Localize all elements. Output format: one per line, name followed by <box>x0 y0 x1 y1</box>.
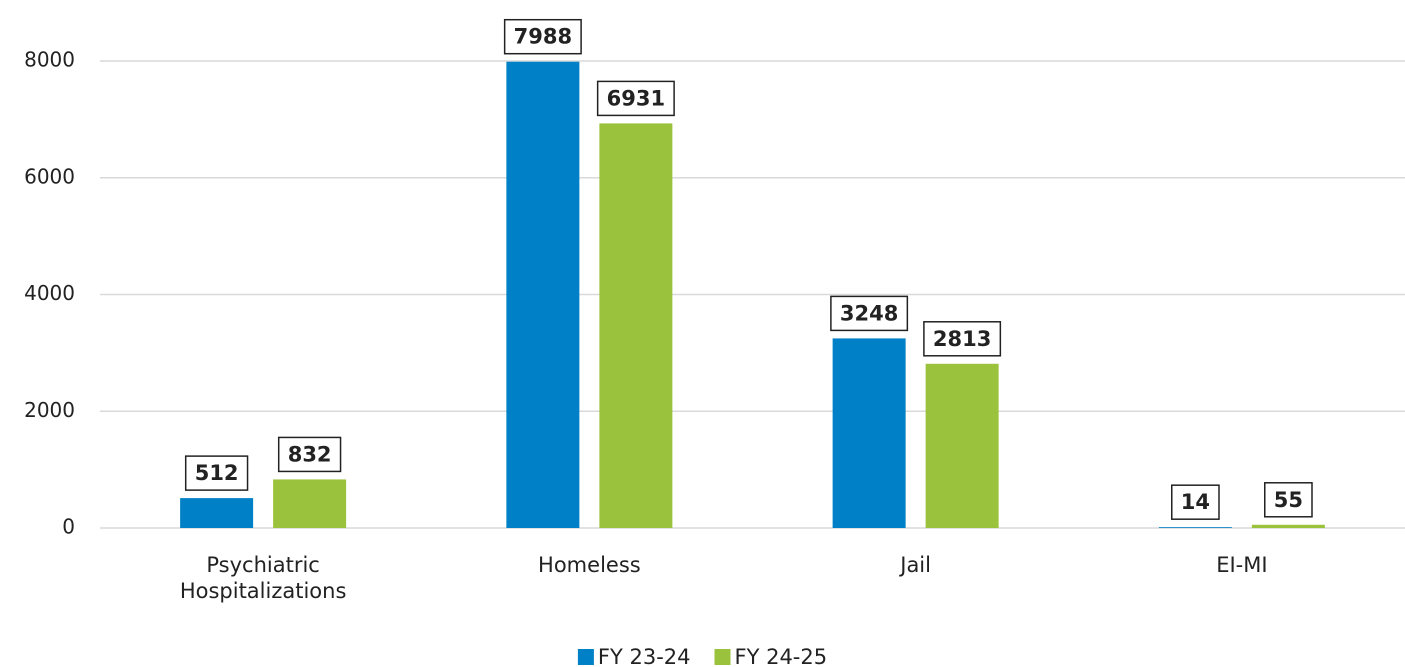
x-tick-label: EI-MI <box>1216 553 1268 577</box>
value-label: 2813 <box>933 327 991 351</box>
bar <box>832 338 906 528</box>
bar <box>1158 527 1232 528</box>
legend-swatch <box>577 649 594 665</box>
value-label: 55 <box>1274 488 1303 512</box>
y-tick-label: 6000 <box>24 164 75 188</box>
x-tick-label: Homeless <box>538 553 641 577</box>
value-label-box <box>596 80 675 117</box>
value-label-box <box>923 321 1002 357</box>
value-label: 512 <box>195 461 239 485</box>
value-label: 3248 <box>840 301 898 325</box>
value-label-box <box>830 295 909 332</box>
legend-label: FY 24-25 <box>735 645 828 667</box>
x-tick-label: Psychiatric Hospitalizations <box>179 553 347 603</box>
value-label-box <box>503 18 582 55</box>
y-tick-label: 2000 <box>24 398 75 422</box>
bar <box>506 61 580 528</box>
bar <box>273 479 347 528</box>
y-tick-label: 4000 <box>24 281 75 305</box>
bar <box>599 123 673 528</box>
value-label: 14 <box>1181 490 1210 514</box>
value-label-box <box>1264 482 1313 518</box>
legend-label: FY 23-24 <box>598 645 691 667</box>
value-label-box <box>277 436 342 473</box>
x-tick-label: Jail <box>900 553 931 577</box>
y-tick-label: 8000 <box>24 48 75 72</box>
legend-swatch <box>714 649 731 665</box>
value-label: 832 <box>288 442 332 466</box>
bar <box>925 363 999 528</box>
y-tick-label: 0 <box>62 515 75 539</box>
value-label: 7988 <box>514 25 572 49</box>
bar <box>180 498 254 528</box>
value-label-box <box>1171 484 1220 520</box>
value-label: 6931 <box>607 86 665 110</box>
bar <box>1251 524 1325 528</box>
value-label-box <box>184 455 249 491</box>
